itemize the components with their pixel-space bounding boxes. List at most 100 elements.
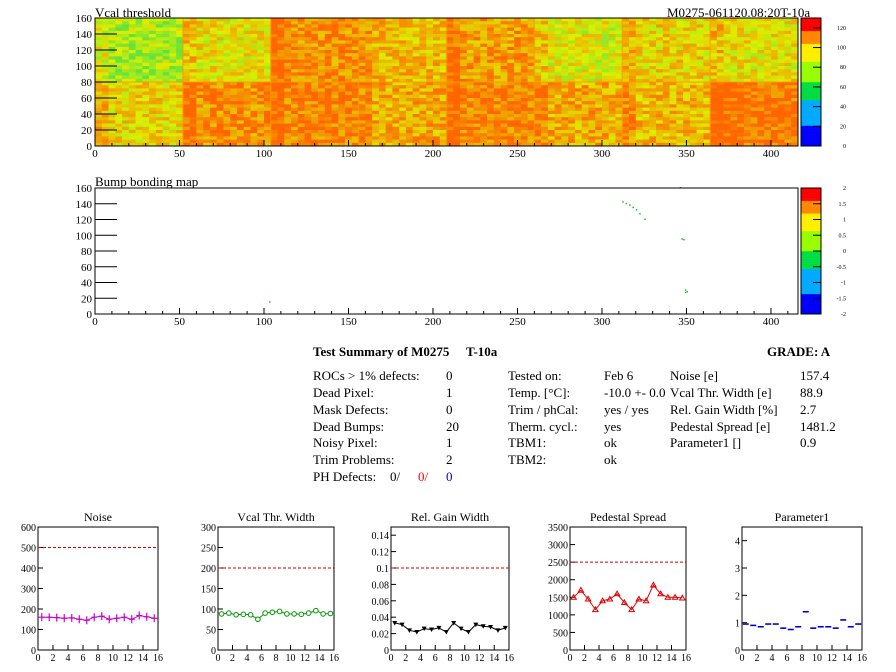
heatmap-cell [291, 142, 299, 147]
heatmap-cell [270, 18, 278, 22]
heatmap-cell [662, 21, 670, 25]
heatmap-cell [615, 34, 623, 38]
heatmap-cell [230, 142, 238, 147]
heatmap-cell [568, 91, 576, 96]
heatmap-cell [493, 43, 501, 48]
heatmap-cell [108, 69, 116, 73]
heatmap-cell [270, 107, 278, 112]
heatmap-cell [176, 120, 184, 124]
heatmap-cell [541, 104, 549, 108]
heatmap-cell [541, 78, 549, 83]
heatmap-cell [662, 37, 670, 41]
heatmap-cell [500, 94, 508, 99]
heatmap-cell [466, 27, 474, 32]
heatmap-cell [385, 91, 393, 96]
heatmap-cell [318, 24, 326, 28]
heatmap-cell [392, 21, 400, 25]
heatmap-cell [304, 66, 312, 70]
heatmap-cell [669, 18, 677, 22]
heatmap-cell [426, 46, 434, 51]
data-point [657, 590, 665, 597]
heatmap-cell [365, 91, 373, 96]
heatmap-cell [439, 40, 447, 44]
heatmap-cell [304, 75, 312, 80]
heatmap-cell [547, 107, 555, 112]
heatmap-cell [656, 50, 664, 54]
heatmap-cell [703, 98, 711, 102]
heatmap-cell [223, 98, 231, 102]
heatmap-cell [791, 94, 799, 99]
heatmap-cell [122, 117, 130, 121]
heatmap-cell [520, 66, 528, 70]
heatmap-cell [250, 21, 258, 25]
heatmap-cell [676, 53, 684, 57]
heatmap-cell [155, 139, 163, 144]
heatmap-cell [777, 88, 785, 92]
heatmap-cell [588, 27, 596, 32]
heatmap-cell [297, 66, 305, 70]
heatmap-cell [291, 130, 299, 134]
heatmap-cell [507, 59, 515, 64]
heatmap-cell [196, 101, 204, 105]
heatmap-cell [182, 126, 190, 131]
heatmap-cell [737, 66, 745, 70]
heatmap-cell [216, 37, 224, 41]
heatmap-cell [656, 34, 664, 38]
heatmap-cell [730, 21, 738, 25]
heatmap-cell [297, 104, 305, 108]
heatmap-cell [209, 43, 217, 48]
heatmap-cell [791, 133, 799, 137]
heatmap-cell [236, 56, 245, 60]
heatmap-cell [541, 133, 549, 137]
heatmap-cell [284, 98, 292, 102]
heatmap-cell [743, 66, 751, 70]
heatmap-cell [115, 126, 123, 131]
heatmap-cell [764, 62, 772, 67]
heatmap-cell [243, 110, 251, 115]
heatmap-cell [108, 27, 116, 32]
heatmap-cell [777, 43, 785, 48]
heatmap-cell [182, 107, 190, 112]
heatmap-cell [439, 34, 447, 38]
heatmap-cell [629, 130, 637, 134]
heatmap-cell [304, 30, 312, 35]
heatmap-cell [182, 46, 190, 51]
heatmap-cell [561, 72, 569, 76]
bump-defect-point [644, 218, 646, 220]
heatmap-cell [500, 130, 508, 134]
heatmap-cell [432, 34, 441, 38]
heatmap-cell [318, 40, 326, 44]
heatmap-cell [358, 24, 366, 28]
heatmap-cell [223, 130, 231, 134]
data-point [240, 611, 247, 618]
heatmap-cell [439, 37, 447, 41]
heatmap-cell [257, 21, 265, 25]
heatmap-cell [514, 66, 522, 70]
heatmap-cell [203, 46, 211, 51]
heatmap-cell [378, 133, 386, 137]
heatmap-cell [311, 101, 319, 105]
y-tick-label: 500 [553, 628, 568, 639]
heatmap-cell [716, 133, 724, 137]
heatmap-cell [324, 101, 332, 105]
heatmap-cell [304, 69, 312, 73]
heatmap-cell [291, 98, 299, 102]
heatmap-cell [101, 21, 109, 25]
heatmap-cell [277, 30, 285, 35]
heatmap-cell [527, 120, 535, 124]
heatmap-cell [270, 101, 278, 105]
heatmap-cell [547, 91, 555, 96]
y-tick-label: 0.02 [372, 630, 390, 641]
heatmap-cell [568, 50, 576, 54]
heatmap-cell [372, 123, 380, 128]
heatmap-cell [649, 126, 657, 131]
heatmap-cell [791, 142, 799, 147]
heatmap-cell [243, 34, 251, 38]
heatmap-cell [162, 34, 170, 38]
heatmap-cell [710, 130, 718, 134]
heatmap-cell [385, 88, 393, 92]
heatmap-cell [230, 126, 238, 131]
heatmap-cell [358, 56, 366, 60]
heatmap-cell [338, 104, 346, 108]
heatmap-cell [777, 82, 785, 86]
